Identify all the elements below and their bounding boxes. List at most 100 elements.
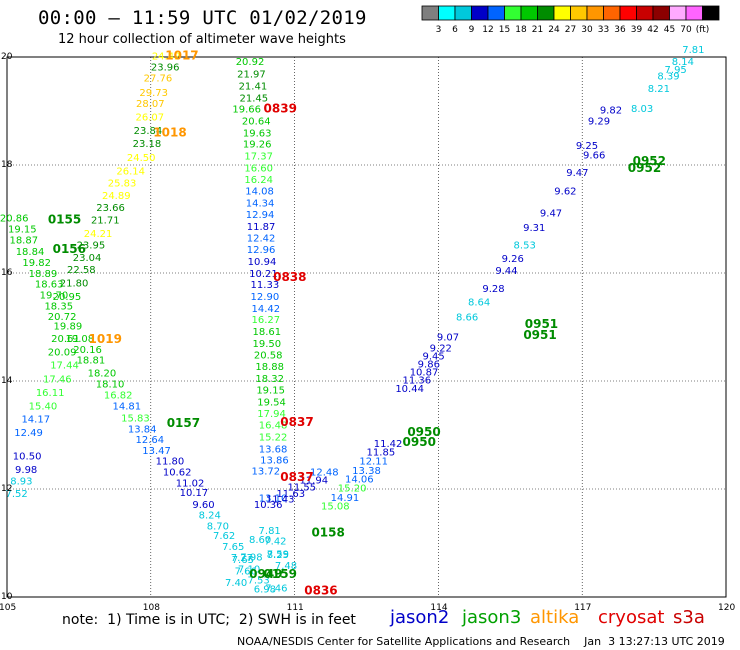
latitude-tick-label: 16 xyxy=(1,268,13,278)
pass-time-label: 0159 xyxy=(264,567,297,581)
wave-height-label: 19.15 xyxy=(256,385,285,396)
legend-label: 18 xyxy=(515,25,527,35)
wave-height-label: 10.94 xyxy=(248,257,277,268)
map-frame xyxy=(6,56,727,598)
satellite-legend-jason2: jason2 xyxy=(390,607,450,628)
wave-height-label: 24.50 xyxy=(127,153,156,164)
wave-height-label: 15.83 xyxy=(121,414,150,425)
pass-time-labels: 1017 1018 1019 0839 0838 0837 0837 0836 0155 0156… xyxy=(48,49,666,598)
wave-height-label: 10.36 xyxy=(254,500,283,511)
wave-height-label: 18.63 xyxy=(35,280,64,291)
wave-height-label: 11.02 xyxy=(176,478,205,489)
wave-height-label: 11.85 xyxy=(367,448,396,459)
wave-height-label: 18.35 xyxy=(44,302,73,313)
legend-label: (ft) xyxy=(696,25,710,35)
wave-height-label: 9.28 xyxy=(482,284,504,295)
wave-height-label: 12.94 xyxy=(246,210,275,221)
pass-time-label: 0951 xyxy=(525,317,558,331)
wave-height-label: 11.63 xyxy=(276,489,305,500)
wave-height-label: 16.82 xyxy=(104,390,133,401)
wave-height-label: 20.86 xyxy=(0,214,29,225)
pass-time-label: 0157 xyxy=(167,416,200,430)
wave-height-label: 18.81 xyxy=(77,356,106,367)
wave-height-label: 23.04 xyxy=(73,253,102,264)
wave-height-label: 19.08 xyxy=(66,334,95,345)
wave-height-label: 7.40 xyxy=(225,578,247,589)
wave-height-label: 20.58 xyxy=(254,350,283,361)
wave-height-label: 24.21 xyxy=(84,229,113,240)
wave-height-label: 14.91 xyxy=(331,493,360,504)
wave-height-label: 11.42 xyxy=(374,439,403,450)
wave-height-label: 10.44 xyxy=(395,384,424,395)
wave-height-label: 20.09 xyxy=(48,348,77,359)
wave-height-label: 10.87 xyxy=(410,368,439,379)
wave-height-label: 8.03 xyxy=(631,104,653,115)
satellite-legend-cryosat: cryosat xyxy=(598,607,665,628)
wave-height-label: 9.07 xyxy=(437,333,459,344)
wave-height-label: 7.81 xyxy=(259,526,281,537)
wave-height-label: 18.20 xyxy=(88,369,117,380)
wave-height-label: 12.42 xyxy=(247,234,276,245)
wave-height-label: 9.86 xyxy=(418,360,440,371)
latitude-tick-label: 12 xyxy=(1,484,13,494)
wave-height-label: 19.54 xyxy=(257,397,286,408)
wave-height-label: 8.66 xyxy=(456,313,478,324)
wave-height-label: 19.89 xyxy=(54,322,83,333)
wave-height-label: 12.48 xyxy=(310,468,339,479)
wave-height-label: 7.95 xyxy=(665,65,687,76)
wave-height-label: 23.84 xyxy=(134,126,163,137)
legend-label: 15 xyxy=(499,25,510,35)
wave-height-label: 13.84 xyxy=(128,424,157,435)
pass-time-label: 0951 xyxy=(523,328,556,342)
wave-height-label: 13.86 xyxy=(260,456,289,467)
wave-height-label: 19.70 xyxy=(40,290,69,301)
pass-time-label: 0952 xyxy=(633,154,666,168)
wave-height-label: 14.08 xyxy=(245,187,274,198)
wave-height-label: 8.14 xyxy=(672,57,694,68)
wave-height-label: 7.59 xyxy=(267,550,289,561)
wave-height-label: 6.98 xyxy=(254,585,276,596)
wave-height-label: 9.22 xyxy=(430,343,452,354)
wave-height-label: 11.87 xyxy=(247,222,276,233)
wave-height-label: 14.42 xyxy=(252,304,281,315)
wave-height-label: 7.62 xyxy=(213,531,235,542)
wave-height-label: 16.11 xyxy=(36,388,65,399)
wave-height-label: 9.44 xyxy=(495,266,517,277)
satellite-legend-jason3: jason3 xyxy=(462,607,522,628)
wave-height-label: 18.84 xyxy=(16,247,45,258)
wave-height-label: 28.07 xyxy=(136,99,165,110)
wave-height-label: 23.18 xyxy=(133,139,162,150)
wave-height-label: 20.61 xyxy=(51,334,80,345)
wave-height-label: 15.08 xyxy=(321,502,350,513)
legend-label: 70 xyxy=(680,25,692,35)
pass-time-label: 0950 xyxy=(407,425,440,439)
latitude-tick-label: 20 xyxy=(1,52,13,62)
wave-height-label: 16.27 xyxy=(252,315,281,326)
wave-height-label: 19.63 xyxy=(243,128,272,139)
wave-height-label: 7.46 xyxy=(265,584,287,595)
wave-height-label: 15.22 xyxy=(259,432,288,443)
wave-height-label: 13.47 xyxy=(142,446,171,457)
wave-height-label: 9.47 xyxy=(540,208,562,219)
wave-height-label: 9.31 xyxy=(523,223,545,234)
wave-height-label: 12.96 xyxy=(247,245,276,256)
wave-height-label: 7.66 xyxy=(235,566,257,577)
wave-height-label: 22.58 xyxy=(67,265,96,276)
wave-height-label: 8.64 xyxy=(468,297,490,308)
wave-height-label: 16.24 xyxy=(244,175,273,186)
pass-time-label: 0839 xyxy=(264,102,297,116)
wave-height-label: 10.50 xyxy=(13,451,42,462)
wave-height-label: 11.36 xyxy=(403,376,432,387)
latitude-tick-label: 14 xyxy=(1,376,13,386)
wave-height-label: 18.88 xyxy=(255,362,284,373)
wave-height-label: 7.65 xyxy=(222,542,244,553)
wave-height-label: 21.45 xyxy=(240,93,269,104)
longitude-tick-label: 108 xyxy=(142,603,160,613)
wave-height-label: 11.43 xyxy=(266,495,295,506)
legend-swatch xyxy=(702,5,720,21)
wave-height-label: 12.90 xyxy=(251,292,280,303)
wave-height-label: 10.21 xyxy=(249,269,278,280)
